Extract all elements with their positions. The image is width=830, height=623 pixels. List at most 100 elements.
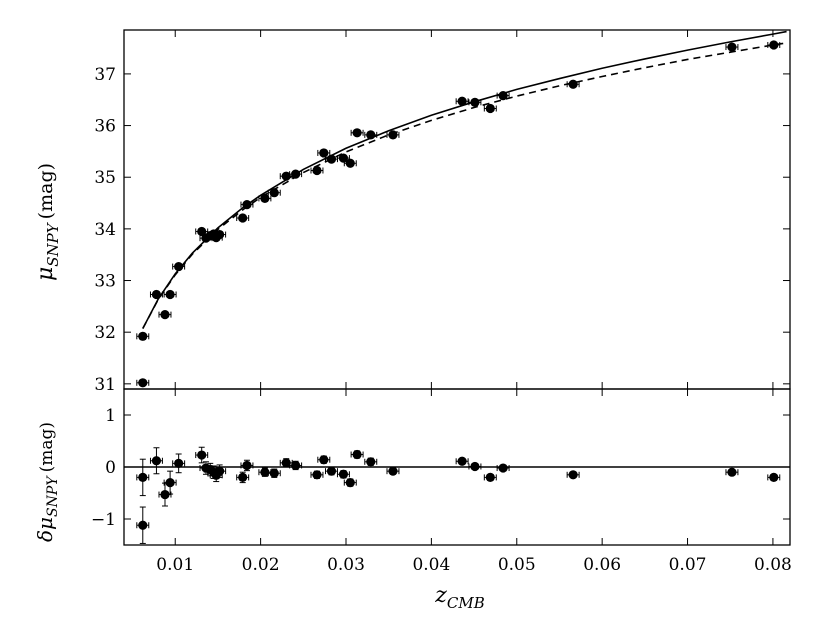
top-panel: 31 32 33 34 35 36 37 bbox=[94, 29, 791, 395]
data-marker bbox=[165, 289, 175, 300]
data-marker bbox=[160, 310, 170, 320]
top-data-point bbox=[496, 91, 510, 101]
top-data-point bbox=[364, 130, 378, 140]
data-marker bbox=[568, 470, 578, 480]
data-marker bbox=[498, 91, 508, 101]
data-marker bbox=[457, 96, 467, 106]
data-marker bbox=[242, 199, 252, 210]
data-marker bbox=[366, 457, 376, 467]
top-data-point bbox=[336, 153, 350, 163]
data-marker bbox=[457, 456, 467, 466]
bottom-y-axis-label-subscript: SNPY bbox=[45, 475, 61, 517]
residual-panel: 0.01 0.02 0.03 0.04 0.05 0.06 0.07 0.08 −1 0 1 bbox=[91, 388, 792, 575]
top-data-point bbox=[136, 331, 150, 341]
bottom-data-point bbox=[258, 467, 272, 477]
data-marker bbox=[498, 463, 508, 473]
top-data-point bbox=[386, 130, 400, 140]
bottom-data-point bbox=[240, 459, 254, 472]
bottom-data-point bbox=[566, 470, 580, 480]
bottom-data-point bbox=[483, 472, 497, 482]
top-y-tick-label: 33 bbox=[94, 272, 116, 292]
bottom-y-axis-label-unit: (mag) bbox=[37, 422, 57, 472]
bottom-data-point bbox=[325, 466, 338, 476]
x-tick-label: 0.01 bbox=[156, 555, 194, 575]
top-data-point bbox=[279, 171, 293, 181]
top-data-point bbox=[289, 169, 303, 179]
data-marker bbox=[338, 469, 349, 479]
top-y-tick-label: 32 bbox=[94, 323, 116, 343]
data-marker bbox=[470, 97, 480, 107]
top-y-axis-label-symbol: μ bbox=[33, 267, 58, 281]
data-marker bbox=[281, 458, 291, 468]
data-marker bbox=[242, 460, 252, 471]
top-y-tick-label: 37 bbox=[94, 65, 116, 85]
data-marker bbox=[345, 158, 355, 168]
top-data-point bbox=[149, 289, 163, 300]
bottom-data-point bbox=[136, 458, 150, 497]
top-data-point bbox=[343, 158, 357, 168]
data-marker bbox=[568, 79, 578, 89]
bottom-y-axis-label: δμSNPY (mag) bbox=[33, 422, 61, 542]
top-y-tick-label: 31 bbox=[94, 375, 116, 395]
x-tick-label: 0.03 bbox=[327, 555, 365, 575]
data-marker bbox=[338, 153, 349, 163]
bottom-data-point bbox=[343, 478, 357, 488]
solid-model-curve bbox=[142, 30, 787, 329]
top-data-point bbox=[240, 199, 254, 210]
data-marker bbox=[291, 460, 301, 471]
top-data-point bbox=[325, 154, 338, 164]
bottom-data-point bbox=[236, 471, 250, 484]
top-plot-frame bbox=[123, 29, 791, 390]
x-axis-label-subscript: CMB bbox=[447, 594, 485, 612]
data-marker bbox=[366, 130, 376, 140]
top-y-axis-label: μSNPY (mag) bbox=[33, 163, 62, 281]
bottom-data-point bbox=[364, 457, 378, 467]
data-marker bbox=[769, 472, 779, 482]
bottom-data-point bbox=[386, 466, 400, 476]
x-tick-label: 0.08 bbox=[754, 555, 792, 575]
data-marker bbox=[174, 458, 184, 468]
top-data-point bbox=[213, 229, 227, 240]
bottom-data-point bbox=[267, 468, 281, 478]
top-data-point bbox=[455, 96, 469, 106]
top-data-point bbox=[258, 193, 272, 203]
data-marker bbox=[138, 378, 148, 388]
data-marker bbox=[326, 466, 337, 476]
bottom-data-point bbox=[136, 506, 150, 544]
top-y-axis-label-subscript: SNPY bbox=[44, 221, 62, 266]
bottom-data-point bbox=[767, 472, 781, 482]
data-marker bbox=[138, 331, 148, 341]
data-marker bbox=[326, 154, 337, 164]
bottom-data-point bbox=[317, 455, 331, 465]
data-marker bbox=[470, 461, 480, 472]
top-data-point bbox=[725, 42, 739, 52]
x-tick-label: 0.05 bbox=[498, 555, 536, 575]
data-marker bbox=[138, 520, 148, 530]
bottom-data-point bbox=[149, 447, 163, 475]
data-marker bbox=[388, 130, 398, 140]
data-marker bbox=[165, 478, 175, 488]
top-data-point bbox=[158, 310, 172, 320]
top-y-axis-label-unit: (mag) bbox=[35, 163, 57, 219]
data-marker bbox=[727, 467, 737, 477]
data-marker bbox=[260, 193, 270, 203]
bottom-data-point bbox=[725, 467, 739, 477]
data-marker bbox=[485, 472, 495, 482]
data-marker bbox=[281, 171, 291, 181]
data-marker bbox=[769, 40, 779, 50]
bottom-data-point bbox=[158, 482, 172, 507]
bottom-data-point bbox=[336, 469, 350, 479]
data-marker bbox=[352, 449, 362, 460]
top-data-point bbox=[163, 289, 177, 300]
x-axis-label: zCMB bbox=[434, 583, 484, 612]
data-marker bbox=[485, 103, 495, 114]
top-y-tick-label: 35 bbox=[94, 168, 116, 188]
bottom-data-point bbox=[455, 456, 469, 466]
bottom-y-tick-label: 1 bbox=[105, 406, 116, 426]
data-marker bbox=[138, 472, 148, 482]
data-marker bbox=[269, 188, 279, 198]
bottom-y-axis-label-symbol: δμ bbox=[33, 517, 57, 542]
bottom-data-point bbox=[350, 449, 364, 460]
bottom-data-point bbox=[310, 470, 324, 480]
